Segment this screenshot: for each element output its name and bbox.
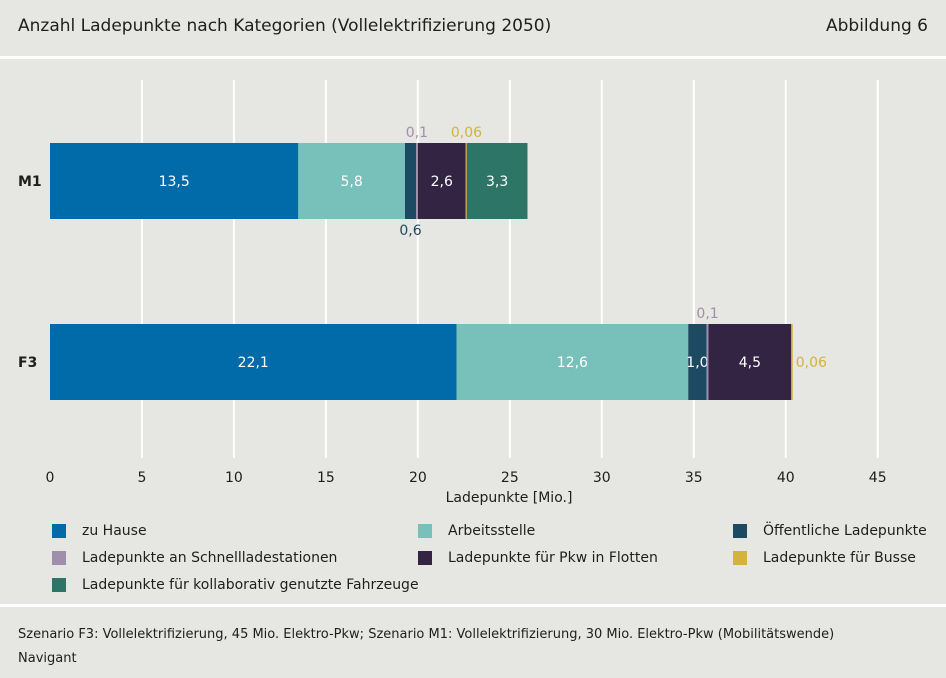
legend-item: Ladepunkte für kollaborativ genutzte Fah… [52,577,419,593]
legend-swatch [52,524,66,538]
data-label: 22,1 [238,355,269,371]
legend-swatch [733,524,747,538]
category-label-F3: F3 [18,355,37,371]
chart-title: Anzahl Ladepunkte nach Kategorien (Volle… [18,16,552,36]
data-label: 13,5 [159,174,190,190]
x-tick-label: 0 [46,470,55,486]
bar-segment [708,324,792,400]
legend-swatch [418,524,432,538]
bar-segment [50,143,299,219]
x-tick-label: 15 [317,470,335,486]
x-tick-label: 30 [593,470,611,486]
x-tick-label: 5 [138,470,147,486]
legend-label: zu Hause [82,523,147,539]
data-label: 0,06 [451,125,482,141]
x-tick-label: 20 [409,470,427,486]
data-label: 0,1 [696,306,718,322]
bar-segment [50,324,457,400]
data-label: 5,8 [341,174,363,190]
legend-item: Öffentliche Ladepunkte [733,523,927,539]
x-axis-label: Ladepunkte [Mio.] [446,490,573,506]
bar-segment [791,324,793,400]
bar-segment [706,324,709,400]
footnote: Szenario F3: Vollelektrifizierung, 45 Mi… [18,627,835,642]
data-label: 4,5 [739,355,761,371]
legend-item: Ladepunkte für Busse [733,550,916,566]
x-tick-label: 45 [869,470,887,486]
source: Navigant [18,651,77,666]
bar-segment [416,143,418,219]
legend-label: Ladepunkte für Pkw in Flotten [448,550,658,566]
legend-item: Arbeitsstelle [418,523,535,539]
x-tick-label: 25 [501,470,519,486]
figure-number: Abbildung 6 [825,16,928,36]
bar-segment [417,143,466,219]
legend-swatch [52,578,66,592]
legend-item: Ladepunkte an Schnellladestationen [52,550,337,566]
bar-segment [404,143,417,219]
stacked-bar-chart: 0 5 10 15 20 25 30 35 40 45 Ladepunkte [Mio.] M1 13,… [18,80,887,506]
header: Anzahl Ladepunkte nach Kategorien (Volle… [0,0,946,59]
legend-label: Ladepunkte für Busse [763,550,916,566]
legend-item: Ladepunkte für Pkw in Flotten [418,550,658,566]
legend-swatch [52,551,66,565]
bar-segment [456,324,689,400]
bar-segment [298,143,405,219]
data-label: 0,6 [399,223,421,239]
data-label: 3,3 [486,174,508,190]
legend-swatch [418,551,432,565]
bar-segment [466,143,528,219]
data-label: 12,6 [557,355,588,371]
legend-label: Öffentliche Ladepunkte [763,523,927,539]
data-label: 0,06 [796,355,827,371]
footer: Szenario F3: Vollelektrifizierung, 45 Mi… [0,604,946,678]
category-label-M1: M1 [18,174,42,190]
legend-label: Ladepunkte für kollaborativ genutzte Fah… [82,577,419,593]
bar-segment [465,143,468,219]
x-tick-label: 40 [777,470,795,486]
data-label: 1,0 [686,355,708,371]
legend-swatch [733,551,747,565]
legend-item: zu Hause [52,523,147,539]
data-label: 0,1 [406,125,428,141]
x-tick-label: 35 [685,470,703,486]
x-tick-label: 10 [225,470,243,486]
data-label: 2,6 [431,174,453,190]
legend-label: Arbeitsstelle [448,523,536,539]
bar-segment [688,324,707,400]
legend-label: Ladepunkte an Schnellladestationen [82,550,338,566]
